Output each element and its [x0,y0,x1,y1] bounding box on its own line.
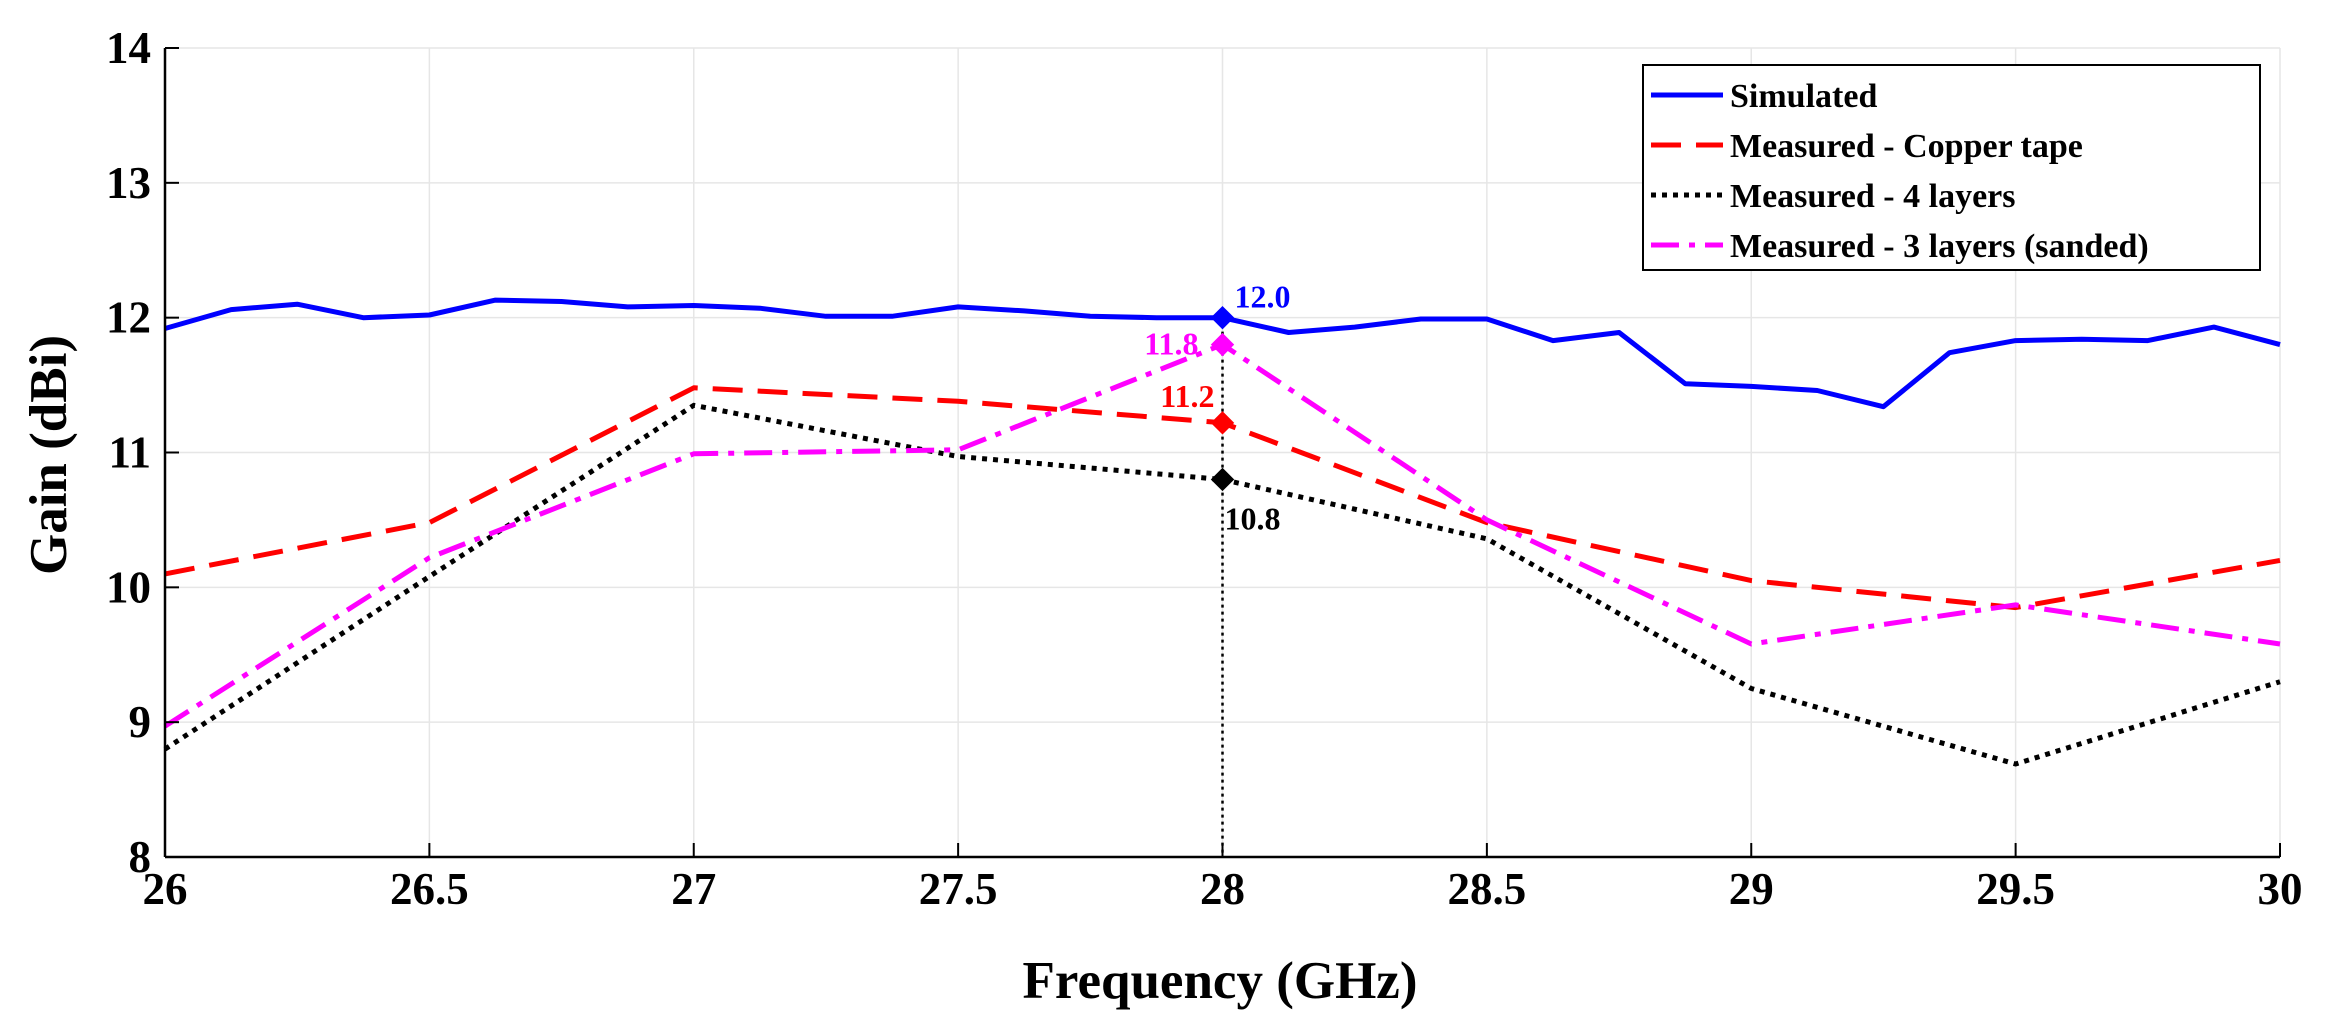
annotation-label: 10.8 [1225,500,1281,536]
y-tick-label: 10 [106,562,151,612]
annotation-marker [1210,411,1235,435]
y-tick-label: 13 [106,158,151,208]
x-tick-label: 27.5 [919,864,998,914]
x-tick-label: 28 [1200,864,1245,914]
annotation-marker [1210,467,1235,492]
axes: 26 26.5 27 27.5 28 28.5 29 29.5 30 8 9 10 11 12 13 14 [106,23,2303,914]
x-tick-label: 29.5 [1976,864,2055,914]
x-tick-label: 26.5 [390,864,469,914]
y-tick-label: 9 [129,697,152,747]
y-tick-label: 12 [106,293,151,343]
annotation-label: 12.0 [1235,279,1291,315]
y-tick-label: 14 [106,23,151,73]
x-axis-title: Frequency (GHz) [1023,952,1418,1010]
x-tick-label: 30 [2258,864,2303,914]
series-line-measured-4-layers [163,402,2281,767]
legend-label: Simulated [1730,78,1877,115]
annotation-label: 11.8 [1144,326,1198,362]
annotation-label: 11.2 [1160,378,1214,414]
y-axis-title: Gain (dBi) [20,335,78,575]
annotations-group: 12.0 11.8 11.2 10.8 [1144,279,1291,857]
legend: Simulated Measured - Copper tape Measured … [1642,64,2261,271]
x-tick-label: 28.5 [1448,864,1527,914]
annotation-marker [1210,305,1235,330]
legend-label: Measured - 3 layers (sanded) [1730,228,2149,265]
x-tick-label: 29 [1729,864,1774,914]
legend-label: Measured - Copper tape [1730,128,2083,165]
legend-label: Measured - 4 layers [1730,178,2015,215]
legend-box [1642,64,2261,271]
y-tick-label: 11 [108,428,151,478]
annotation-marker [1210,332,1235,357]
y-tick-label: 8 [129,832,152,882]
x-tick-label: 26 [143,864,188,914]
x-tick-label: 27 [671,864,716,914]
